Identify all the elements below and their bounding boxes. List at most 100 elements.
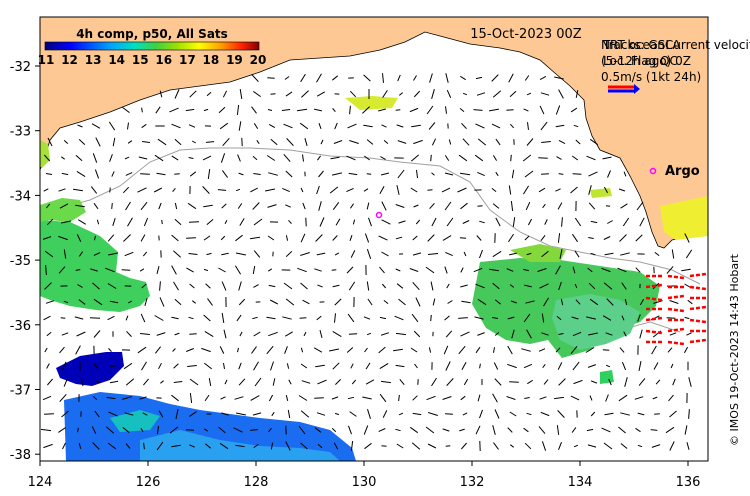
current-vector: [347, 396, 355, 400]
current-vector: [540, 411, 550, 417]
current-vector: [203, 108, 209, 112]
velocity-legend: NRT oceanCurrent velocity Tracks: GSLA (…: [601, 38, 750, 94]
current-vector: [475, 76, 483, 80]
current-vector: [125, 378, 135, 386]
current-vector: [575, 90, 579, 98]
current-vector: [511, 169, 515, 179]
y-axis-tick-label: -34: [10, 189, 31, 204]
current-vector: [77, 284, 83, 288]
current-vector: [270, 138, 278, 146]
current-vector: [444, 315, 450, 321]
current-vector: [413, 90, 421, 98]
current-vector: [509, 444, 515, 448]
current-vector: [61, 156, 65, 160]
current-vector: [268, 394, 274, 402]
current-vector: [492, 203, 500, 209]
current-vector: [398, 394, 400, 402]
current-vector: [316, 73, 322, 83]
current-vector: [93, 298, 103, 306]
current-vector: [575, 299, 581, 305]
current-vector: [316, 155, 322, 161]
current-vector: [219, 442, 229, 450]
current-vector: [493, 442, 499, 450]
current-vector: [396, 185, 400, 195]
current-vector: [218, 426, 226, 434]
current-vector: [267, 109, 273, 111]
current-vector: [137, 187, 147, 193]
current-vector: [618, 394, 628, 402]
current-vector: [585, 347, 595, 353]
current-vector: [285, 394, 289, 402]
current-vector: [206, 91, 212, 97]
current-vector: [670, 363, 674, 369]
current-vector: [637, 444, 643, 448]
current-vector: [221, 412, 229, 416]
current-vector: [589, 298, 599, 306]
current-vector: [285, 250, 293, 258]
current-vector: [523, 268, 529, 272]
current-vector: [92, 282, 100, 290]
colorbar-tick-label: 11: [38, 53, 55, 67]
current-vector: [186, 267, 194, 273]
current-vector: [238, 281, 242, 291]
current-vector: [396, 283, 404, 289]
current-vector: [300, 252, 310, 256]
current-vector: [495, 217, 501, 227]
current-vector: [92, 442, 100, 450]
current-vector: [587, 267, 593, 273]
flagged-vector: [667, 307, 685, 313]
current-vector: [317, 443, 323, 449]
current-vector: [174, 89, 180, 99]
current-vector: [556, 315, 562, 321]
y-axis-tick-label: -35: [10, 254, 31, 269]
current-vector: [527, 379, 533, 385]
current-vector: [686, 442, 690, 450]
current-vector: [332, 202, 340, 210]
current-vector: [205, 443, 211, 449]
current-vector: [462, 220, 470, 224]
current-vector: [144, 297, 148, 307]
current-vector: [334, 313, 336, 323]
current-vector: [590, 380, 598, 384]
current-vector: [570, 186, 578, 194]
current-vector: [142, 412, 148, 416]
current-vector: [556, 156, 562, 160]
current-vector: [509, 284, 515, 288]
current-vector: [588, 202, 596, 210]
current-vector: [140, 313, 146, 323]
current-vector: [539, 396, 547, 400]
current-vector: [75, 154, 83, 162]
current-vector: [524, 442, 532, 450]
current-vector: [220, 235, 226, 241]
current-vector: [156, 441, 164, 451]
current-vector: [570, 107, 578, 113]
current-vector: [285, 441, 291, 451]
current-vector: [123, 362, 133, 370]
current-vector: [458, 345, 466, 355]
current-vector: [238, 172, 244, 176]
current-vector: [683, 346, 689, 354]
current-vector: [457, 187, 467, 193]
x-axis: 124 126 128 130 132 134 136: [28, 461, 700, 490]
current-vector: [108, 252, 118, 256]
current-vector: [621, 361, 627, 371]
current-vector: [428, 122, 436, 130]
current-vector: [253, 90, 261, 98]
current-vector: [493, 362, 499, 370]
current-vector: [460, 395, 466, 401]
current-vector: [366, 173, 372, 175]
current-vector: [669, 441, 675, 451]
current-vector: [364, 442, 372, 450]
current-vector: [250, 236, 260, 240]
date-label: 15-Oct-2023 00Z: [470, 27, 582, 42]
current-vector: [491, 188, 497, 192]
current-vector: [445, 73, 449, 83]
current-vector: [268, 331, 278, 337]
current-vector: [363, 188, 369, 192]
current-vector: [252, 202, 260, 210]
current-vector: [320, 139, 324, 145]
current-vector: [314, 427, 322, 433]
current-vector: [125, 172, 133, 176]
current-vector: [349, 203, 355, 209]
current-vector: [108, 348, 112, 352]
